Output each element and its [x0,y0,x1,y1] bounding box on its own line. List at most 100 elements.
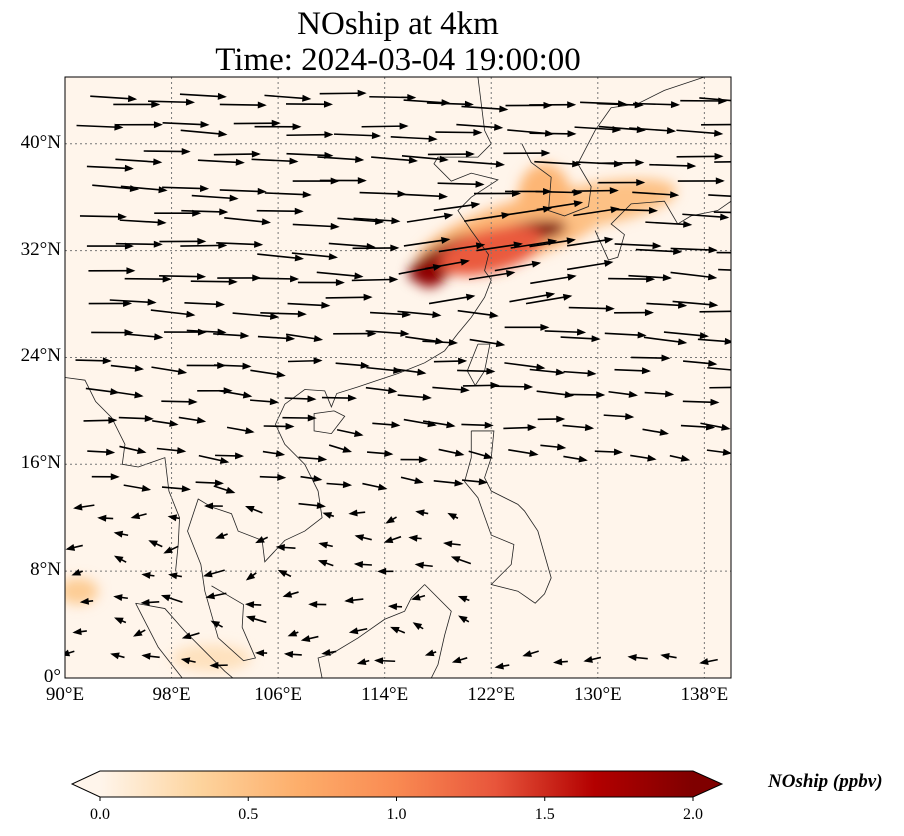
wind-arrow [181,632,200,640]
wind-arrow [88,267,136,275]
wind-arrow [113,100,161,108]
colorbar-tick-label: 1.0 [386,806,407,823]
wind-arrow [318,541,333,549]
wind-arrow [369,93,417,101]
wind-arrow [190,278,238,286]
coastline [135,602,234,678]
wind-arrow [232,312,280,320]
wind-arrow [141,652,160,660]
wind-arrow [167,514,180,522]
wind-arrow [254,123,302,131]
wind-arrow [215,532,228,539]
wind-arrow [119,218,167,226]
wind-arrow [438,448,465,457]
wind-arrow [353,560,372,568]
lat-tick-label: 16°N [20,452,61,474]
coastline [317,584,452,678]
wind-arrow [297,279,345,287]
wind-arrow [699,310,731,313]
wind-arrow [669,454,691,462]
wind-arrow [457,595,470,603]
wind-arrow [504,323,550,331]
wind-arrow [415,509,429,517]
wind-arrow [700,422,731,431]
wind-arrow [205,592,227,600]
wind-arrow [714,161,731,163]
wind-arrow [571,187,619,195]
wind-arrow [321,648,337,656]
wind-arrow [198,454,230,464]
lon-tick-label: 106°E [254,684,302,705]
wind-arrow [594,448,623,456]
wind-arrow [553,658,568,666]
wind-arrow [213,485,236,494]
title-line-2: Time: 2024-03-04 19:00:00 [215,42,581,78]
wind-arrow [406,212,454,223]
wind-arrow [317,559,334,567]
wind-arrow [224,217,272,226]
lat-tick-label: 8°N [30,559,61,581]
wind-arrow [677,177,725,185]
coastline [187,77,499,662]
wind-arrow [86,164,134,172]
lat-tick-label: 40°N [20,131,61,153]
wind-arrow [412,622,424,630]
wind-arrow [264,191,312,199]
wind-arrow [163,545,179,554]
colorbar-tick-label: 0.0 [90,806,110,823]
wind-arrow [259,473,287,481]
wind-arrow [699,97,731,102]
wind-arrow [361,122,409,130]
wind-arrow [451,656,468,664]
wind-arrow [115,240,163,248]
wind-arrow [458,160,505,168]
wind-arrow [568,305,615,313]
wind-arrow [73,503,95,511]
wind-arrow [115,121,163,129]
wind-arrow [213,362,252,370]
wind-arrow [614,309,654,317]
wind-arrow [328,444,353,453]
wind-arrow [567,236,614,247]
colorbar-extend-min [72,771,100,797]
wind-arrow [362,482,388,491]
wind-arrow [110,652,125,660]
wind-arrow [504,362,546,371]
wind-arrow [285,100,333,108]
wind-arrow [180,129,228,138]
wind-arrow [503,424,537,432]
wind-arrow [326,481,353,489]
wind-arrow [140,598,160,606]
colorbar-tick-label: 2.0 [683,806,703,823]
wind-arrow [672,300,719,309]
wind-arrow [257,253,304,262]
wind-arrow [120,185,168,194]
wind-arrow [529,368,565,376]
wind-arrow [403,236,451,247]
wind-arrow [663,331,709,340]
wind-arrow [344,596,364,604]
wind-arrow [226,426,255,435]
wind-arrow [676,129,724,137]
wind-arrow [195,479,224,487]
lon-tick-label: 90°E [45,684,85,705]
colorbar-extend-max [693,771,722,797]
wind-arrow [287,629,299,637]
wind-arrow [159,273,207,281]
wind-arrow [72,628,87,636]
wind-arrow [285,333,324,343]
wind-arrow [598,179,646,187]
wind-arrow [676,152,724,160]
wind-arrow [148,98,196,106]
wind-arrow [204,502,223,510]
wind-arrow [718,268,731,271]
wind-arrow [110,364,145,372]
wind-arrow [682,213,730,221]
wind-arrow [298,502,326,510]
lon-tick-label: 114°E [361,684,409,705]
wind-arrow [354,534,372,542]
wind-arrow [437,180,485,188]
lon-tick-label: 138°E [680,684,729,705]
wind-arrow [614,242,662,250]
wind-arrow [414,561,433,569]
